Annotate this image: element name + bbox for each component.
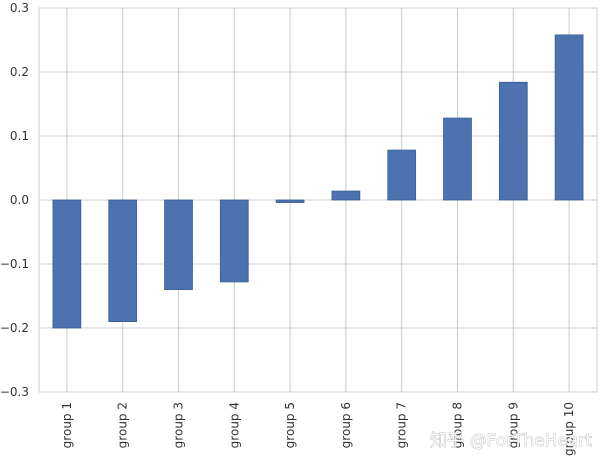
x-tick-label: group 4 [227, 402, 241, 448]
bar-group-2 [108, 199, 138, 322]
bar-group-4 [219, 199, 249, 283]
bars [52, 34, 584, 329]
bar-group-6 [331, 190, 361, 201]
bar-group-3 [164, 199, 193, 290]
y-tick-label: 0.0 [10, 193, 29, 207]
bar-group-8 [443, 117, 472, 201]
x-tick-label: group 1 [60, 402, 74, 448]
x-tick-label: group 8 [451, 402, 465, 448]
x-tick-label: group 5 [283, 402, 297, 448]
bar-group-1 [52, 199, 82, 329]
watermark-text: 知乎 @ForTheHeart [430, 431, 592, 451]
x-tick-label: group 3 [172, 402, 186, 448]
y-tick-label: 0.2 [10, 65, 29, 79]
bar-group-5 [275, 199, 305, 203]
y-tick-label: 0.1 [10, 129, 29, 143]
x-tick-label: group 2 [116, 402, 130, 448]
y-tick-labels: −0.3 −0.2 −0.1 0.0 0.1 0.2 0.3 [0, 1, 29, 399]
x-tick-label: group 9 [506, 402, 520, 448]
bar-group-9 [498, 81, 528, 201]
y-tick-label: −0.2 [0, 321, 29, 335]
y-tick-label: 0.3 [10, 1, 29, 15]
y-tick-label: −0.1 [0, 257, 29, 271]
x-tick-labels: group 1 group 2 group 3 group 4 group 5 group… [60, 402, 576, 456]
x-tick-label: group 7 [395, 402, 409, 448]
x-tick-label: group 10 [562, 402, 576, 456]
plot-frame [38, 7, 598, 393]
bar-group-7 [387, 149, 417, 201]
y-tick-label: −0.3 [0, 385, 29, 399]
bar-group-10 [554, 34, 584, 201]
x-tick-label: group 6 [339, 402, 353, 448]
